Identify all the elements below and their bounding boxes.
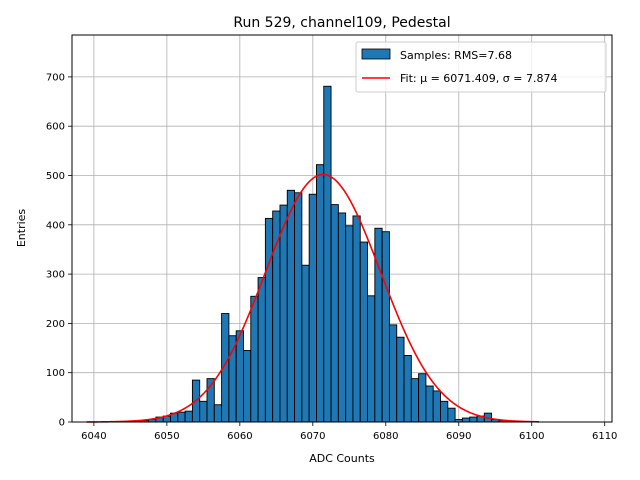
x-tick-label: 6100 [519,431,544,442]
histogram-bar [418,373,427,423]
histogram-bar [432,390,441,423]
histogram-bar [396,336,405,423]
legend-bar-label: Samples: RMS=7.68 [400,49,512,62]
histogram-bar [403,354,412,423]
histogram-bar [374,227,383,423]
legend-box [355,41,607,93]
histogram-bar [177,411,186,423]
x-tick-label: 6060 [227,431,252,442]
legend-bar-swatch [361,48,391,60]
x-tick-label: 6080 [373,431,398,442]
y-tick-label: 0 [59,418,65,429]
histogram-bar [308,193,317,423]
y-tick-label: 300 [46,270,65,281]
histogram-bar [228,335,237,423]
histogram-bar [447,407,456,423]
histogram-bar [199,400,208,423]
histogram-bar [352,215,361,423]
y-tick-label: 200 [46,319,65,330]
chart-title: Run 529, channel109, Pedestal [233,15,450,31]
histogram-bars [126,85,514,423]
histogram-bar [381,231,390,423]
histogram-bar [461,417,471,423]
histogram-bar [294,192,303,423]
histogram-bar [235,330,244,423]
x-tick-label: 6070 [300,431,325,442]
histogram-bar [425,385,434,423]
legend: Samples: RMS=7.68 Fit: μ = 6071.409, σ =… [355,41,607,93]
x-tick-label: 6110 [592,431,617,442]
plot-frame [71,34,613,423]
histogram-bar [316,164,325,423]
histogram-bar [330,204,339,423]
fit-curve [86,173,540,423]
histogram-bar [388,324,398,423]
histogram-bar [184,410,193,423]
histogram-bar [301,264,310,423]
histogram-bar [359,241,368,423]
histogram-bar [469,416,478,423]
histogram-bar [250,295,259,423]
histogram-bar [243,350,252,423]
histogram-bar [279,204,288,423]
histogram-bar [264,217,274,423]
x-tick-label: 6090 [446,431,471,442]
histogram-bar [345,225,354,423]
y-tick-label: 500 [46,171,65,182]
y-axis-label: Entries [15,209,28,248]
y-tick-label: 700 [46,72,65,83]
histogram-bar [440,400,449,423]
x-axis-ticks: 6040 6050 6060 6070 6080 6090 6100 6110 [81,422,617,442]
x-tick-label: 6040 [81,431,106,442]
histogram-bar [337,212,347,423]
histogram-bar [257,277,266,423]
histogram-bar [367,295,376,423]
y-tick-label: 100 [46,368,65,379]
y-tick-label: 400 [46,220,65,231]
x-tick-label: 6050 [154,431,179,442]
histogram-bar [213,404,223,423]
histogram-bar [410,378,420,423]
y-tick-label: 600 [46,122,65,133]
histogram-bar [323,85,332,423]
legend-fit-label: Fit: μ = 6071.409, σ = 7.874 [400,72,557,85]
histogram-bar [286,189,296,423]
y-axis-ticks: 0 100 200 300 400 500 600 700 [46,72,72,429]
x-axis-label: ADC Counts [309,452,375,465]
